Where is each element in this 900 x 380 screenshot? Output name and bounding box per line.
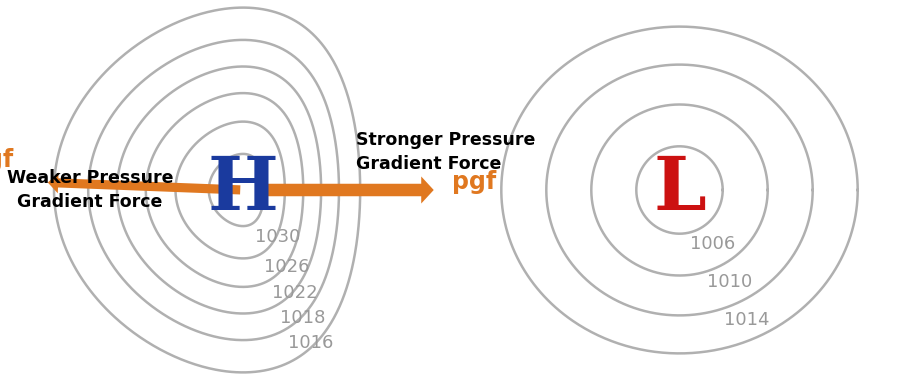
Text: 1006: 1006	[690, 234, 735, 253]
Text: 1018: 1018	[280, 309, 326, 327]
Text: 1022: 1022	[273, 284, 318, 302]
Text: 1014: 1014	[724, 310, 769, 329]
Text: Weaker Pressure
Gradient Force: Weaker Pressure Gradient Force	[7, 169, 173, 211]
Text: L: L	[653, 154, 706, 226]
Text: pgf: pgf	[0, 147, 14, 172]
Text: Stronger Pressure
Gradient Force: Stronger Pressure Gradient Force	[356, 131, 535, 173]
Text: 1030: 1030	[256, 228, 301, 245]
Text: 1016: 1016	[288, 334, 334, 352]
Text: H: H	[208, 154, 278, 226]
Text: 1026: 1026	[265, 258, 310, 276]
Text: 1010: 1010	[707, 274, 752, 291]
Text: pgf: pgf	[452, 170, 496, 195]
